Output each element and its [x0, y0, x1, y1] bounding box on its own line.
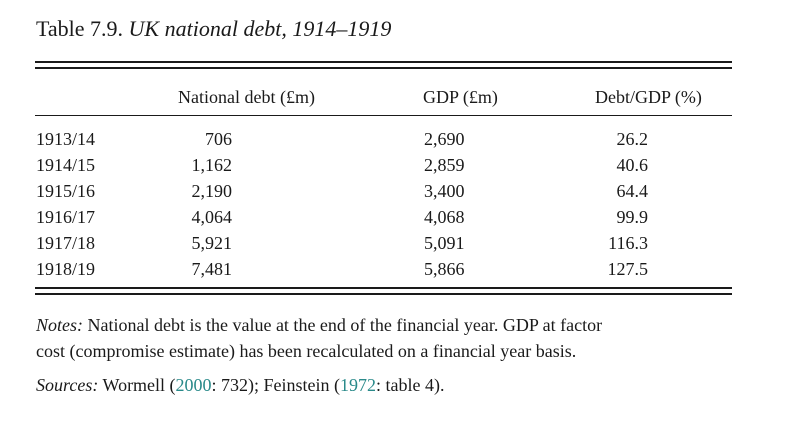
notes-line-1: Notes: National debt is the value at the… — [36, 312, 756, 338]
row-year: 1918/19 — [36, 259, 96, 279]
source-page-2: : table 4). — [376, 375, 445, 395]
row-gdp: 4,068 — [424, 207, 465, 227]
bottom-rule-1 — [35, 287, 732, 289]
row-national-debt: 706 — [205, 129, 232, 149]
row-national-debt: 7,481 — [191, 259, 233, 279]
table-row: 1916/17 4,064 4,068 99.9 — [0, 204, 800, 230]
table-row: 1914/15 1,162 2,859 40.6 — [0, 152, 800, 178]
header-rule — [35, 115, 732, 116]
row-debt-gdp: 99.9 — [616, 207, 649, 227]
row-gdp: 5,866 — [424, 259, 465, 279]
row-debt-gdp: 116.3 — [608, 233, 648, 253]
row-gdp: 2,690 — [424, 129, 465, 149]
table-sources: Sources: Wormell (2000: 732); Feinstein … — [36, 372, 756, 398]
sources-label: Sources: — [36, 375, 99, 395]
row-national-debt: 4,064 — [191, 207, 233, 227]
table-row: 1917/18 5,921 5,091 116.3 — [0, 230, 800, 256]
table-number: Table 7.9. — [36, 16, 124, 41]
notes-label: Notes: — [36, 315, 83, 335]
bottom-rule-2 — [35, 293, 732, 295]
top-rule-1 — [35, 61, 732, 63]
row-year: 1915/16 — [36, 181, 96, 201]
table-notes: Notes: National debt is the value at the… — [36, 312, 756, 364]
row-gdp: 5,091 — [424, 233, 465, 253]
table-title: UK national debt, 1914–1919 — [128, 16, 392, 41]
row-year: 1913/14 — [36, 129, 96, 149]
row-debt-gdp: 26.2 — [616, 129, 649, 149]
column-header-debt-gdp: Debt/GDP (%) — [595, 87, 702, 107]
reference-link-2000[interactable]: 2000 — [175, 375, 212, 395]
notes-text-2: cost (compromise estimate) has been reca… — [36, 341, 577, 361]
row-year: 1914/15 — [36, 155, 96, 175]
column-header-gdp: GDP (£m) — [423, 87, 498, 107]
source-author-wormell: Wormell ( — [102, 375, 176, 395]
notes-text-1: National debt is the value at the end of… — [87, 315, 603, 335]
row-national-debt: 1,162 — [191, 155, 233, 175]
row-debt-gdp: 40.6 — [616, 155, 649, 175]
table-row: 1913/14 706 2,690 26.2 — [0, 126, 800, 152]
row-gdp: 2,859 — [424, 155, 465, 175]
column-header-national-debt: National debt (£m) — [178, 87, 315, 107]
source-page-1: : 732); Feinstein ( — [211, 375, 341, 395]
table-header-row: National debt (£m) GDP (£m) Debt/GDP (%) — [0, 84, 800, 110]
row-year: 1916/17 — [36, 207, 96, 227]
row-national-debt: 5,921 — [191, 233, 233, 253]
table-caption: Table 7.9. UK national debt, 1914–1919 — [36, 14, 391, 44]
table-row: 1918/19 7,481 5,866 127.5 — [0, 256, 800, 282]
table-row: 1915/16 2,190 3,400 64.4 — [0, 178, 800, 204]
reference-link-1972[interactable]: 1972 — [340, 375, 377, 395]
row-debt-gdp: 127.5 — [607, 259, 649, 279]
top-rule-2 — [35, 67, 732, 69]
row-national-debt: 2,190 — [191, 181, 233, 201]
row-gdp: 3,400 — [424, 181, 465, 201]
row-year: 1917/18 — [36, 233, 96, 253]
row-debt-gdp: 64.4 — [616, 181, 649, 201]
